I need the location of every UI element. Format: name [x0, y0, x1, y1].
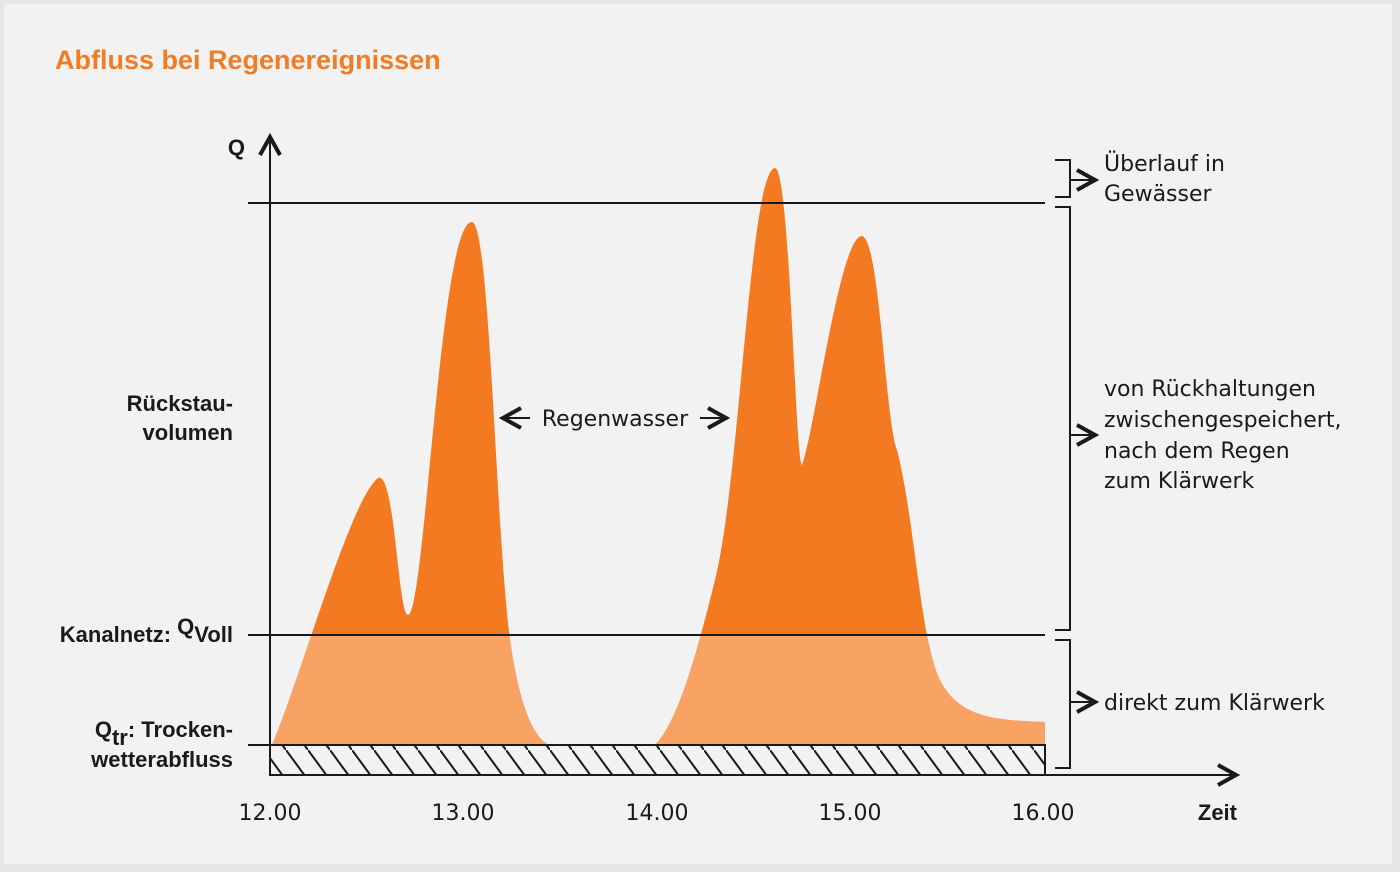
x-tick-label: 15.00: [819, 801, 882, 826]
axes: [248, 137, 1236, 775]
dry-weather-flow: [269, 744, 1046, 776]
level-label: Qtr: Trocken-: [95, 717, 233, 750]
y-axis-label: Q: [228, 135, 245, 160]
right-label: Gewässer: [1104, 182, 1213, 207]
right-label: zwischengespeichert,: [1104, 408, 1341, 433]
right-label: zum Klärwerk: [1104, 469, 1255, 494]
right-label: Überlauf in: [1104, 151, 1225, 177]
annotation: Regenwasser: [542, 407, 689, 432]
x-tick-label: 13.00: [432, 801, 495, 826]
right-label: nach dem Regen: [1104, 439, 1290, 464]
right-label: von Rückhaltungen: [1104, 377, 1316, 402]
level-label: wetterabfluss: [90, 747, 233, 772]
level-label: Rückstau-: [127, 391, 233, 416]
x-axis-label: Zeit: [1198, 800, 1238, 825]
level-label: Kanalnetz: QVoll: [60, 614, 233, 647]
title: Abfluss bei Regenereignissen: [55, 45, 441, 75]
x-tick-label: 12.00: [239, 801, 302, 826]
right-label: direkt zum Klärwerk: [1104, 691, 1325, 716]
x-tick-label: 14.00: [626, 801, 689, 826]
x-tick-label: 16.00: [1012, 801, 1075, 826]
level-label: volumen: [143, 420, 233, 445]
